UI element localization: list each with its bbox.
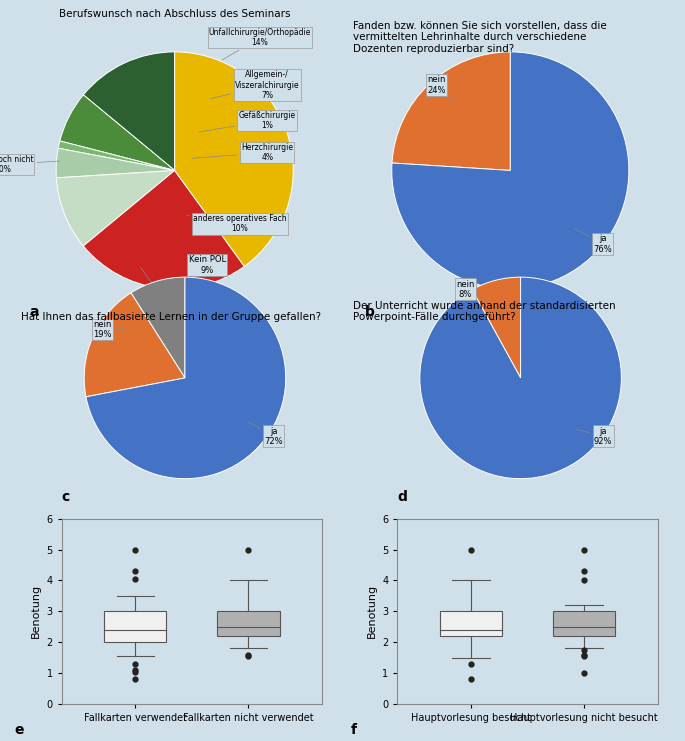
Y-axis label: Benotung: Benotung <box>366 584 377 639</box>
FancyBboxPatch shape <box>440 611 502 636</box>
Text: b: b <box>365 305 375 319</box>
Wedge shape <box>131 277 185 378</box>
Text: Gefäßchirurgie
1%: Gefäßchirurgie 1% <box>199 111 296 132</box>
Wedge shape <box>84 170 245 289</box>
Text: weiß noch nicht
40%: weiß noch nicht 40% <box>0 155 60 174</box>
Wedge shape <box>86 277 286 479</box>
Text: c: c <box>62 491 70 505</box>
Text: nicht operatives Fach
24%: nicht operatives Fach 24% <box>127 268 210 316</box>
Wedge shape <box>175 52 293 266</box>
Text: Unfallchirurgie/Orthopädie
14%: Unfallchirurgie/Orthopädie 14% <box>209 28 311 60</box>
Text: d: d <box>397 491 407 505</box>
Wedge shape <box>392 52 510 170</box>
Text: anderes operatives Fach
10%: anderes operatives Fach 10% <box>186 214 287 233</box>
Wedge shape <box>56 148 175 178</box>
Text: Allgemein-/
Viszeralchirurgie
7%: Allgemein-/ Viszeralchirurgie 7% <box>210 70 299 100</box>
FancyBboxPatch shape <box>553 611 615 636</box>
Text: ja
76%: ja 76% <box>575 229 612 253</box>
Wedge shape <box>84 52 175 170</box>
Text: f: f <box>351 722 356 737</box>
Wedge shape <box>392 52 629 289</box>
FancyBboxPatch shape <box>217 611 279 636</box>
Text: Hat Ihnen das fallbasierte Lernen in der Gruppe gefallen?: Hat Ihnen das fallbasierte Lernen in der… <box>21 313 321 322</box>
Wedge shape <box>84 293 185 396</box>
Wedge shape <box>60 95 175 170</box>
Text: e: e <box>15 722 24 737</box>
Text: Kein POL
9%: Kein POL 9% <box>188 256 225 279</box>
Wedge shape <box>472 277 521 378</box>
Text: ja
72%: ja 72% <box>248 422 283 446</box>
Text: Der Unterricht wurde anhand der standardisierten
Powerpoint-Fälle durchgeführt?: Der Unterricht wurde anhand der standard… <box>353 301 615 322</box>
Wedge shape <box>420 277 621 479</box>
Text: Herzchirurgie
4%: Herzchirurgie 4% <box>192 143 293 162</box>
Text: ja
92%: ja 92% <box>575 427 612 446</box>
Wedge shape <box>56 170 175 246</box>
FancyBboxPatch shape <box>104 611 166 642</box>
Y-axis label: Benotung: Benotung <box>31 584 41 639</box>
Text: nein
24%: nein 24% <box>427 76 455 103</box>
Text: a: a <box>29 305 39 319</box>
Text: nein
8%: nein 8% <box>456 279 488 304</box>
Text: nein
19%: nein 19% <box>93 320 129 339</box>
Wedge shape <box>58 141 175 170</box>
Title: Berufswunsch nach Abschluss des Seminars: Berufswunsch nach Abschluss des Seminars <box>59 9 290 19</box>
Text: Fanden bzw. können Sie sich vorstellen, dass die
vermittelten Lehrinhalte durch : Fanden bzw. können Sie sich vorstellen, … <box>353 21 606 54</box>
